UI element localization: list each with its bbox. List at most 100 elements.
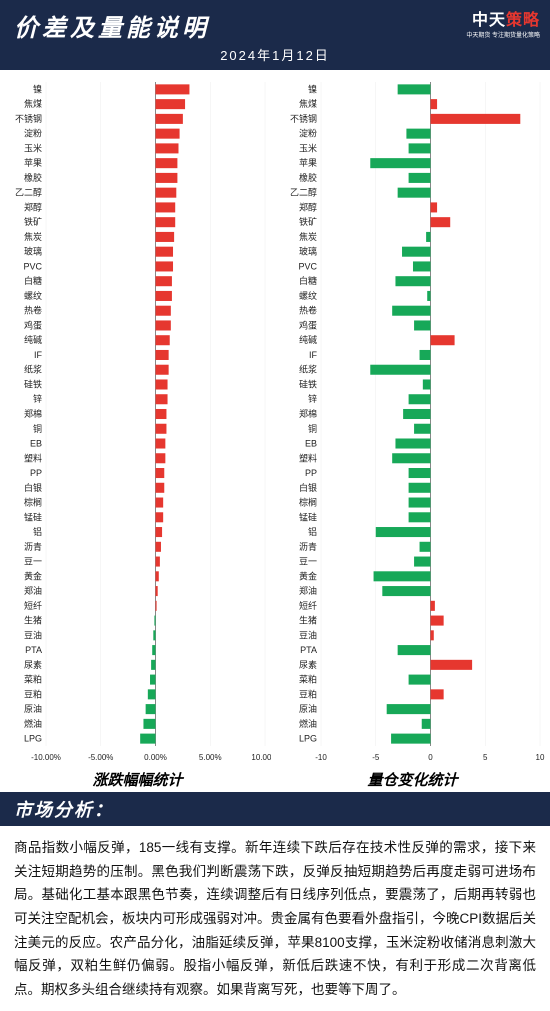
svg-text:LPG: LPG xyxy=(299,734,317,744)
charts-row: -10.00%-5.00%0.00%5.00%10.00%镍焦煤不锈钢淀粉玉米苹… xyxy=(0,70,550,792)
svg-text:焦煤: 焦煤 xyxy=(299,98,317,109)
svg-text:纸浆: 纸浆 xyxy=(299,364,317,375)
logo-prefix: 中天 xyxy=(472,12,506,29)
svg-text:不锈钢: 不锈钢 xyxy=(290,113,317,124)
svg-text:EB: EB xyxy=(30,439,42,449)
svg-text:-5.00%: -5.00% xyxy=(88,753,113,762)
svg-text:燃油: 燃油 xyxy=(24,718,42,729)
svg-text:淀粉: 淀粉 xyxy=(299,128,317,139)
svg-text:0.00%: 0.00% xyxy=(144,753,167,762)
svg-text:锰硅: 锰硅 xyxy=(299,511,317,522)
left-chart: -10.00%-5.00%0.00%5.00%10.00%镍焦煤不锈钢淀粉玉米苹… xyxy=(0,70,275,792)
svg-text:原油: 原油 xyxy=(299,703,317,714)
svg-text:铜: 铜 xyxy=(33,423,42,434)
svg-text:-5: -5 xyxy=(372,753,380,762)
svg-text:LPG: LPG xyxy=(24,734,42,744)
svg-text:螺纹: 螺纹 xyxy=(299,290,317,301)
page-title: 价差及量能说明 xyxy=(14,8,536,43)
svg-text:热卷: 热卷 xyxy=(24,305,42,316)
svg-text:PVC: PVC xyxy=(23,261,42,271)
svg-text:铝: 铝 xyxy=(308,526,317,537)
svg-text:玻璃: 玻璃 xyxy=(24,246,42,257)
svg-text:生猪: 生猪 xyxy=(299,615,317,626)
svg-text:菜粕: 菜粕 xyxy=(24,674,42,685)
svg-text:铝: 铝 xyxy=(33,526,42,537)
svg-text:锌: 锌 xyxy=(33,393,42,404)
svg-text:10.00%: 10.00% xyxy=(251,753,271,762)
svg-text:郑醇: 郑醇 xyxy=(24,201,42,212)
svg-text:螺纹: 螺纹 xyxy=(24,290,42,301)
svg-text:镍: 镍 xyxy=(308,83,317,94)
svg-text:郑棉: 郑棉 xyxy=(24,408,42,419)
svg-text:白糖: 白糖 xyxy=(299,275,317,286)
svg-text:棕榈: 棕榈 xyxy=(299,497,317,508)
svg-text:菜粕: 菜粕 xyxy=(299,674,317,685)
svg-text:玉米: 玉米 xyxy=(299,142,317,153)
svg-text:塑料: 塑料 xyxy=(299,452,317,463)
brand-logo: 中天策略 中天期货 专注期货量化策略 xyxy=(466,6,540,39)
svg-text:纯碱: 纯碱 xyxy=(299,334,317,345)
svg-text:豆一: 豆一 xyxy=(24,557,42,567)
header: 价差及量能说明 2024年1月12日 中天策略 中天期货 专注期货量化策略 xyxy=(0,0,550,70)
svg-text:生猪: 生猪 xyxy=(24,615,42,626)
svg-text:沥青: 沥青 xyxy=(24,541,42,552)
svg-text:硅铁: 硅铁 xyxy=(24,378,42,389)
svg-text:沥青: 沥青 xyxy=(299,541,317,552)
svg-text:橡胶: 橡胶 xyxy=(299,172,317,183)
right-chart-svg: -10-50510镍焦煤不锈钢淀粉玉米苹果橡胶乙二醇郑醇铁矿焦炭玻璃PVC白糖螺… xyxy=(279,78,546,764)
logo-tagline: 中天期货 专注期货量化策略 xyxy=(466,30,540,39)
svg-text:PTA: PTA xyxy=(300,645,317,655)
svg-text:IF: IF xyxy=(309,350,318,360)
svg-text:PP: PP xyxy=(305,468,317,478)
svg-text:黄金: 黄金 xyxy=(299,570,317,581)
svg-text:热卷: 热卷 xyxy=(299,305,317,316)
svg-text:玻璃: 玻璃 xyxy=(299,246,317,257)
svg-text:-10: -10 xyxy=(315,753,327,762)
svg-text:锰硅: 锰硅 xyxy=(24,511,42,522)
svg-text:IF: IF xyxy=(34,350,43,360)
svg-text:鸡蛋: 鸡蛋 xyxy=(299,319,317,330)
svg-text:郑醇: 郑醇 xyxy=(299,201,317,212)
svg-text:铁矿: 铁矿 xyxy=(24,216,42,227)
svg-text:5: 5 xyxy=(483,753,488,762)
svg-text:EB: EB xyxy=(305,439,317,449)
svg-text:白糖: 白糖 xyxy=(24,275,42,286)
svg-text:玉米: 玉米 xyxy=(24,142,42,153)
svg-text:铜: 铜 xyxy=(308,423,317,434)
svg-text:豆油: 豆油 xyxy=(24,629,42,640)
svg-text:-10.00%: -10.00% xyxy=(31,753,61,762)
svg-text:燃油: 燃油 xyxy=(299,718,317,729)
analysis-body: 商品指数小幅反弹，185一线有支撑。新年连续下跌后存在技术性反弹的需求，接下来关… xyxy=(0,826,550,1011)
svg-text:淀粉: 淀粉 xyxy=(24,128,42,139)
svg-text:棕榈: 棕榈 xyxy=(24,497,42,508)
svg-text:豆粕: 豆粕 xyxy=(24,688,42,699)
svg-text:镍: 镍 xyxy=(33,83,42,94)
svg-text:豆油: 豆油 xyxy=(299,629,317,640)
svg-text:原油: 原油 xyxy=(24,703,42,714)
svg-text:橡胶: 橡胶 xyxy=(24,172,42,183)
svg-text:PP: PP xyxy=(30,468,42,478)
svg-text:短纤: 短纤 xyxy=(299,600,317,611)
logo-suffix: 策略 xyxy=(506,12,540,29)
svg-text:尿素: 尿素 xyxy=(24,659,42,670)
svg-text:尿素: 尿素 xyxy=(299,659,317,670)
svg-text:纸浆: 纸浆 xyxy=(24,364,42,375)
left-chart-title: 涨跌幅幅统计 xyxy=(0,769,275,790)
svg-text:郑棉: 郑棉 xyxy=(299,408,317,419)
svg-text:纯碱: 纯碱 xyxy=(24,334,42,345)
svg-text:塑料: 塑料 xyxy=(24,452,42,463)
svg-text:乙二醇: 乙二醇 xyxy=(15,187,42,198)
svg-text:白银: 白银 xyxy=(24,482,42,493)
svg-text:白银: 白银 xyxy=(299,482,317,493)
svg-text:乙二醇: 乙二醇 xyxy=(290,187,317,198)
svg-text:黄金: 黄金 xyxy=(24,570,42,581)
svg-text:硅铁: 硅铁 xyxy=(299,378,317,389)
svg-text:5.00%: 5.00% xyxy=(199,753,222,762)
svg-text:PVC: PVC xyxy=(298,261,317,271)
svg-text:郑油: 郑油 xyxy=(299,585,317,596)
section-header: 市场分析： xyxy=(0,792,550,826)
left-chart-svg: -10.00%-5.00%0.00%5.00%10.00%镍焦煤不锈钢淀粉玉米苹… xyxy=(4,78,271,764)
svg-text:焦炭: 焦炭 xyxy=(299,231,317,242)
svg-text:焦煤: 焦煤 xyxy=(24,98,42,109)
svg-text:鸡蛋: 鸡蛋 xyxy=(24,319,42,330)
